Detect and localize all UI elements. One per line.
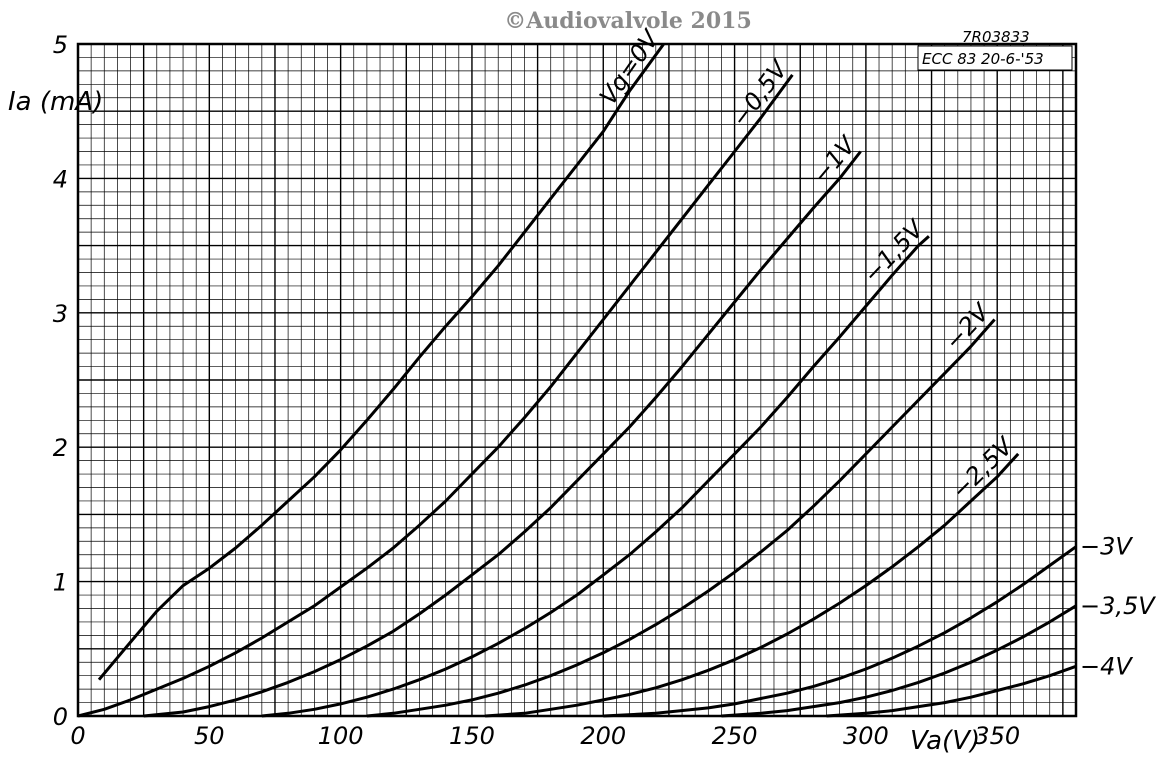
curve-line <box>143 150 862 718</box>
curve-label: −3,5V <box>1080 592 1156 620</box>
curve-group <box>77 43 1077 718</box>
x-tick-label: 250 <box>712 722 758 750</box>
y-tick-label: 5 <box>53 31 68 59</box>
curve-line <box>97 43 665 681</box>
y-tick-label: 1 <box>53 569 68 597</box>
reference-tube-date: ECC 83 20-6-'53 <box>922 50 1044 68</box>
y-tick-label: 4 <box>53 165 68 193</box>
curve-line <box>261 235 930 718</box>
curve-line <box>366 318 996 718</box>
curve-label: −4V <box>1080 652 1133 680</box>
chart-grid <box>77 43 1077 717</box>
x-tick-label: 50 <box>194 722 225 750</box>
reference-box <box>917 45 1073 71</box>
x-tick-label: 150 <box>449 722 495 750</box>
x-tick-label: 100 <box>318 722 364 750</box>
reference-code: 7R03833 <box>962 28 1030 46</box>
curve-label: −3V <box>1080 533 1133 561</box>
curve-line <box>826 664 1077 718</box>
y-tick-label: 3 <box>53 300 68 328</box>
y-tick-label: 2 <box>53 434 68 462</box>
curve-line <box>603 545 1077 718</box>
x-tick-label: 0 <box>70 722 85 750</box>
y-axis-title: Ia (mA) <box>8 87 103 117</box>
x-tick-labels: 0 50 100 150 200 250 300 350 <box>70 722 1020 750</box>
curve-line <box>77 74 794 718</box>
plot-frame <box>76 42 1078 718</box>
y-tick-labels: 0 1 2 3 4 5 <box>53 31 68 731</box>
y-tick-label: 0 <box>53 703 68 731</box>
x-axis-title: Va(V) <box>910 726 980 756</box>
curve-label: −1,5V <box>858 214 931 289</box>
copyright-text: ©Audiovalvole 2015 <box>504 8 752 34</box>
x-tick-label: 300 <box>843 722 889 750</box>
curve-label: −2,5V <box>946 431 1020 505</box>
curve-line <box>721 604 1077 718</box>
x-tick-label: 200 <box>580 722 626 750</box>
curve-line <box>484 452 1020 718</box>
x-tick-label: 350 <box>974 722 1020 750</box>
